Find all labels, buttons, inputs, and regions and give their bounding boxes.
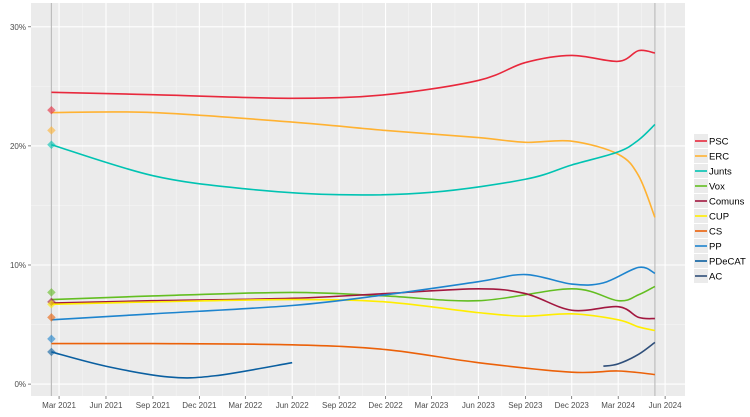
trend-line-vox <box>51 285 656 302</box>
legend-item-cup: CUP <box>694 209 729 223</box>
x-tick-label: Dec 2022 <box>368 401 403 410</box>
election-result-pp <box>47 334 56 344</box>
trend-line-cup <box>51 298 656 332</box>
y-tick-label: 10% <box>10 261 26 270</box>
x-tick-label: Mar 2024 <box>601 401 635 410</box>
legend-label: Vox <box>709 182 725 193</box>
x-tick-label: Sep 2022 <box>322 401 357 410</box>
legend-label: ERC <box>709 152 729 163</box>
legend-label: CUP <box>709 212 729 223</box>
trend-line-erc <box>51 111 656 218</box>
legend-label: AC <box>709 272 722 283</box>
legend-label: PSC <box>709 137 729 148</box>
election-result-cs <box>47 313 56 322</box>
legend-item-ac: AC <box>694 269 722 283</box>
x-tick-label: Dec 2023 <box>555 401 590 410</box>
legend-item-comuns: Comuns <box>694 194 745 208</box>
election-result-pdecat <box>47 347 56 357</box>
x-tick-label: Dec 2021 <box>182 401 217 410</box>
election-result-psc <box>47 105 56 115</box>
trend-line-ac <box>603 341 656 368</box>
legend-label: Junts <box>709 167 732 178</box>
election-result-erc <box>47 126 56 135</box>
legend-item-pp: PP <box>694 239 722 253</box>
election-result-vox <box>47 288 56 297</box>
legend-label: CS <box>709 227 722 238</box>
legend-label: Comuns <box>709 197 745 208</box>
x-tick-label: Sep 2021 <box>136 401 171 410</box>
legend-item-junts: Junts <box>694 164 732 178</box>
x-tick-label: Sep 2023 <box>508 401 543 410</box>
trend-line-comuns <box>51 288 655 320</box>
legend-item-erc: ERC <box>694 149 729 163</box>
x-tick-label: Jun 2023 <box>462 401 495 410</box>
y-tick-label: 30% <box>10 23 26 32</box>
x-tick-label: Jun 2021 <box>90 401 123 410</box>
legend-item-psc: PSC <box>694 134 729 148</box>
legend-item-cs: CS <box>694 224 722 238</box>
legend-label: PDeCAT <box>709 257 746 268</box>
x-tick-label: Mar 2022 <box>228 401 262 410</box>
x-tick-label: Jun 2022 <box>276 401 309 410</box>
trend-line-pdecat <box>51 351 293 379</box>
legend-item-pdecat: PDeCAT <box>694 254 746 268</box>
y-tick-label: 20% <box>10 142 26 151</box>
trend-line-junts <box>51 123 656 196</box>
trend-line-pp <box>51 266 656 321</box>
legend-item-vox: Vox <box>694 179 725 193</box>
election-result-junts <box>47 140 56 149</box>
trend-line-cs <box>51 342 655 376</box>
x-tick-label: Mar 2023 <box>415 401 449 410</box>
legend-label: PP <box>709 242 722 253</box>
election-result-cup <box>47 300 56 309</box>
legend: PSC ERC Junts Vox Comuns CUP CS PP PDeCAT AC <box>692 131 746 283</box>
x-tick-label: Jun 2024 <box>649 401 682 410</box>
x-tick-label: Mar 2021 <box>42 401 76 410</box>
plot-panel <box>31 3 685 396</box>
trend-line-psc <box>51 49 656 100</box>
y-tick-label: 0% <box>14 380 26 389</box>
